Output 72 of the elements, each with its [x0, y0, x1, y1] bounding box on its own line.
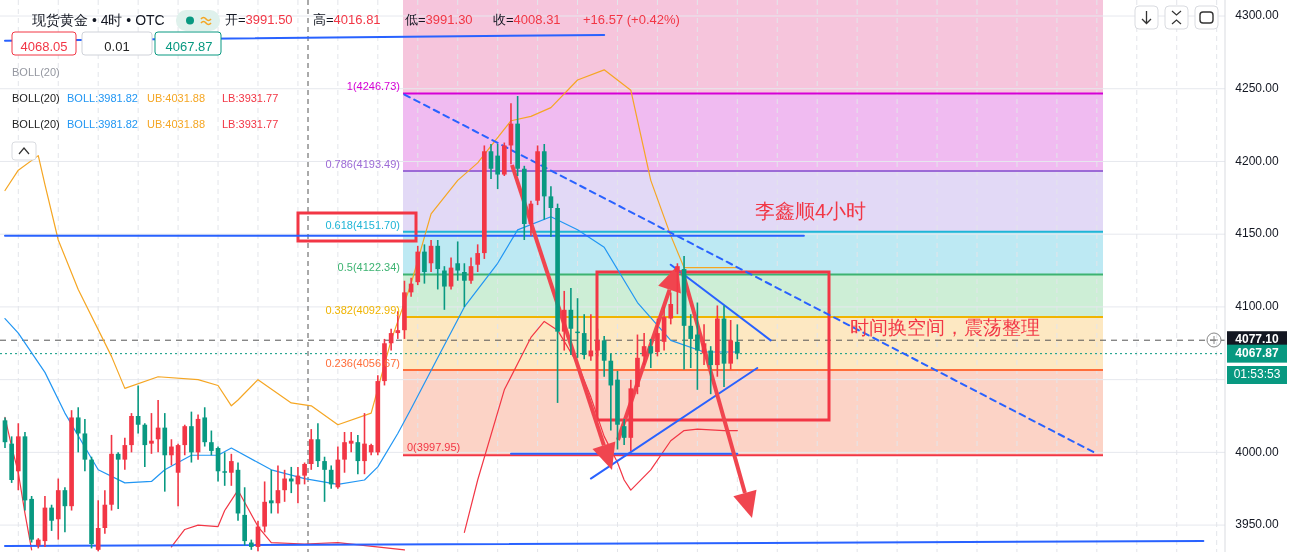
- candlestick: [322, 455, 327, 503]
- annotation: 开=3991.50: [225, 12, 293, 28]
- y-tick-label: 4000.00: [1235, 444, 1280, 459]
- ref-line-label: 4067.87: [1235, 345, 1280, 360]
- annotation: BOLL(20): [12, 65, 60, 78]
- y-tick-label: 4150.00: [1235, 226, 1280, 241]
- candlestick: [442, 265, 447, 311]
- candlestick: [422, 243, 427, 285]
- line-series: [4, 216, 738, 485]
- candlestick: [328, 464, 334, 490]
- ref-line-label: 1(4246.73): [346, 80, 400, 93]
- candlestick: [455, 240, 461, 282]
- y-tick-label: 3950.00: [1235, 517, 1280, 532]
- annotation: +16.57 (+0.42%): [583, 12, 680, 28]
- ref-line-label: 0(3997.95): [407, 441, 461, 454]
- y-tick-label: 4250.00: [1235, 80, 1280, 95]
- ref-line-label: 0.786(4193.49): [325, 157, 400, 170]
- candlestick: [462, 262, 467, 308]
- annotation: LB:3931.77: [222, 91, 279, 104]
- annotation: 时间换空间，震荡整理: [850, 317, 1040, 339]
- candlestick: [728, 319, 733, 371]
- annotation: BOLL(20): [12, 117, 60, 130]
- candlestick: [648, 338, 654, 369]
- candlestick: [595, 327, 600, 358]
- candlestick: [142, 422, 148, 468]
- candlestick: [209, 429, 214, 457]
- candlestick: [362, 412, 367, 475]
- candlestick: [708, 345, 714, 395]
- candlestick: [495, 143, 500, 190]
- candlestick: [655, 317, 660, 358]
- candlestick: [675, 262, 680, 315]
- candlestick: [169, 438, 174, 467]
- candlestick: [282, 469, 287, 503]
- y-tick-label: 4100.00: [1235, 299, 1280, 314]
- y-tick-label: 4300.00: [1235, 8, 1280, 23]
- candlestick: [149, 412, 154, 455]
- candlestick: [475, 243, 481, 273]
- ref-line-label: 0.5(4122.34): [337, 261, 400, 274]
- annotation: UB:4031.88: [147, 91, 206, 104]
- text: 现货黄金 • 4时 • OTC: [32, 11, 165, 28]
- annotation: UB:4031.88: [147, 117, 206, 130]
- annotation: BOLL:3981.82: [67, 91, 138, 104]
- annotation: BOLL:3981.82: [67, 117, 138, 130]
- ref-line-label: 0.382(4092.99): [325, 304, 400, 317]
- annotation: 4067.87: [165, 39, 213, 55]
- candlestick: [435, 239, 441, 291]
- candlestick: [115, 451, 121, 510]
- candlestick: [668, 291, 674, 326]
- annotation: LB:3931.77: [222, 117, 279, 130]
- annotation: 4068.05: [20, 39, 68, 55]
- candlestick: [268, 469, 274, 515]
- ref-line-label: 4077.10: [1235, 332, 1280, 347]
- text: 01:53:53: [1233, 367, 1281, 382]
- line-series: [4, 69, 738, 426]
- annotation: 低=3991.30: [405, 12, 473, 28]
- annotation: BOLL(20): [12, 91, 60, 104]
- ref-line-label: 0.618(4151.70): [325, 218, 400, 231]
- candlestick: [688, 313, 694, 369]
- candlestick: [49, 503, 54, 532]
- candlestick: [348, 431, 354, 454]
- candlestick: [75, 406, 81, 454]
- annotation: 李鑫顺4小时: [755, 200, 867, 223]
- annotation: 收=4008.31: [493, 12, 561, 28]
- candlestick: [342, 431, 347, 474]
- y-tick-label: 4200.00: [1235, 153, 1280, 168]
- candlestick: [182, 423, 188, 457]
- candlestick: [222, 451, 228, 487]
- candlestick: [229, 453, 234, 487]
- candlestick: [302, 461, 307, 486]
- annotation: 高=4016.81: [313, 12, 381, 28]
- annotation: 0.01: [104, 39, 130, 55]
- candlestick: [95, 499, 101, 552]
